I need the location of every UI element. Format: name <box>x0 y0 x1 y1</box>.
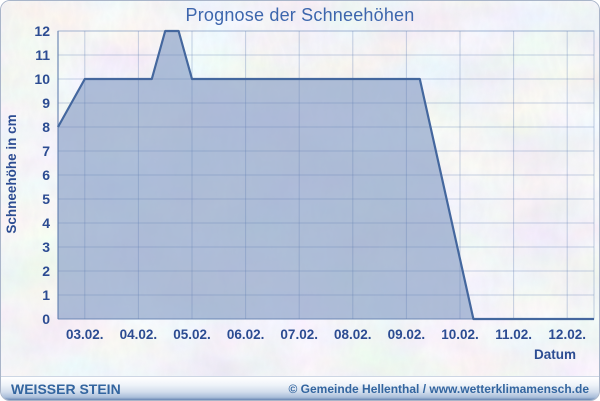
y-tick-label: 8 <box>42 119 50 135</box>
y-tick-label: 3 <box>42 239 50 255</box>
x-tick-label: 05.02. <box>173 327 211 342</box>
x-tick-label: 10.02. <box>441 327 479 342</box>
snow-area-fill <box>58 31 594 319</box>
x-tick-label: 08.02. <box>334 327 372 342</box>
y-tick-label: 12 <box>34 23 50 39</box>
y-tick-label: 4 <box>42 215 50 231</box>
y-tick-label: 0 <box>42 311 50 327</box>
x-tick-label: 09.02. <box>388 327 426 342</box>
station-name: WEISSER STEIN <box>11 380 121 397</box>
x-tick-label: 04.02. <box>120 327 158 342</box>
y-tick-label: 1 <box>42 287 50 303</box>
y-tick-label: 6 <box>42 167 50 183</box>
snow-series-line <box>57 29 594 321</box>
x-tick-label: 07.02. <box>280 327 318 342</box>
y-tick-label: 11 <box>35 47 50 63</box>
x-tick-label: 12.02. <box>548 327 586 342</box>
credit-text: © Gemeinde Hellenthal / www.wetterklimam… <box>288 381 590 396</box>
footer-bar: WEISSER STEIN © Gemeinde Hellenthal / ww… <box>1 376 599 400</box>
chart-title: Prognose der Schneehöhen <box>185 5 415 25</box>
x-tick-label: 11.02. <box>495 327 532 342</box>
y-tick-label: 7 <box>42 143 50 159</box>
y-axis-title: Schneehöhe in cm <box>4 114 19 233</box>
y-tick-label: 2 <box>42 263 50 279</box>
x-tick-label: 03.02. <box>66 327 104 342</box>
y-tick-label: 5 <box>42 191 50 207</box>
x-axis-title: Datum <box>534 347 576 362</box>
y-tick-label: 9 <box>42 95 50 111</box>
x-tick-label: 06.02. <box>227 327 265 342</box>
y-tick-label: 10 <box>34 71 50 87</box>
